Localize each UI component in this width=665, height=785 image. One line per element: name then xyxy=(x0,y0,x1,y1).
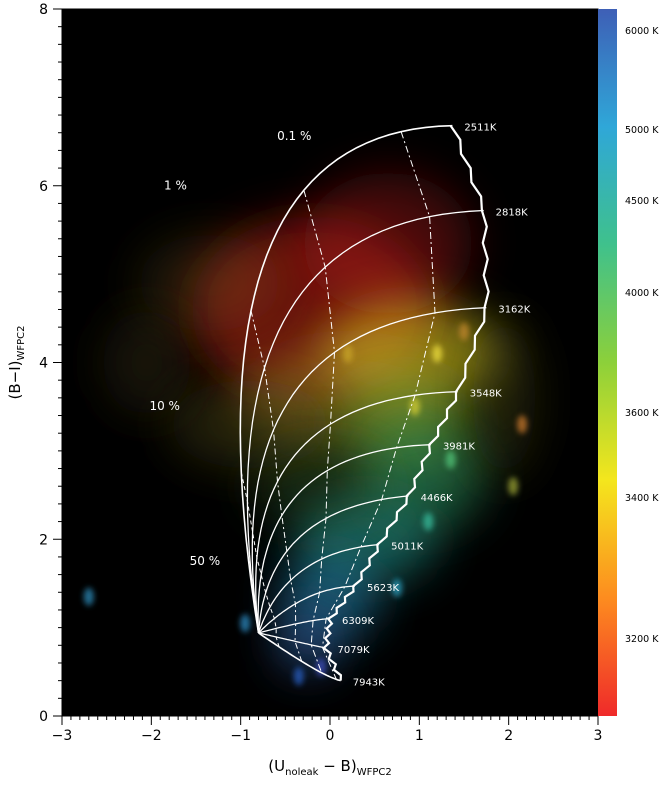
mixing-track xyxy=(246,209,484,633)
nebula-blob xyxy=(276,609,339,672)
temperature-label: 3162K xyxy=(498,305,530,316)
y-tick-label: 2 xyxy=(39,532,48,548)
model-grid-layer xyxy=(239,124,490,682)
nebula-blob xyxy=(169,380,330,469)
tick-labels-layer: −3 −2 −1 0 1 2 3 0 2 4 6 8 xyxy=(39,2,602,744)
mixing-track xyxy=(258,632,341,682)
mixing-track xyxy=(258,618,330,634)
mixing-track xyxy=(239,124,453,634)
fraction-label: 1 % xyxy=(164,178,187,192)
temperature-label: 3981K xyxy=(443,442,475,453)
fraction-label: 0.1 % xyxy=(277,129,311,143)
nebula-blob xyxy=(249,446,393,526)
mixing-track xyxy=(257,444,431,633)
x-tick-label: 1 xyxy=(415,728,424,744)
bright-spot xyxy=(392,578,402,597)
mixing-track xyxy=(258,585,356,634)
y-axis-label-main: (B−I) xyxy=(6,361,24,400)
nebula-blob xyxy=(137,234,281,332)
temperature-label: 7079K xyxy=(338,645,370,656)
bright-spot xyxy=(423,512,434,531)
bright-spot xyxy=(445,450,456,469)
x-tick-label: −3 xyxy=(52,728,73,744)
fraction-contour xyxy=(321,131,436,680)
y-axis-label: (B−I)WFPC2 xyxy=(6,325,27,399)
y-tick-label: 0 xyxy=(39,709,48,725)
bright-spot xyxy=(432,344,443,363)
ticks-layer xyxy=(53,8,599,725)
y-tick-label: 8 xyxy=(39,2,48,18)
bright-spot xyxy=(409,397,420,416)
nebula-layer xyxy=(83,172,536,686)
colorbar xyxy=(598,9,617,716)
x-axis-label-mid: − B) xyxy=(318,757,356,775)
bright-spot xyxy=(508,477,519,496)
mixing-track xyxy=(257,495,409,633)
nebula-blob xyxy=(472,318,536,478)
fraction-contour xyxy=(303,190,336,673)
colorbar-label: 6000 K xyxy=(625,26,659,37)
temperature-label: 6309K xyxy=(342,616,374,627)
x-axis-label: (Unoleak − B)WFPC2 xyxy=(268,757,391,778)
mixing-track xyxy=(258,632,326,649)
temperature-label: 3548K xyxy=(470,389,502,400)
temperature-label: 4466K xyxy=(421,493,453,504)
nebula-blob xyxy=(102,309,192,416)
temperature-label: 5011K xyxy=(391,542,423,553)
mixing-track xyxy=(257,543,380,634)
bright-spot xyxy=(83,587,94,606)
bright-spot xyxy=(293,667,304,686)
temperature-label: 7943K xyxy=(353,678,385,689)
x-tick-label: −2 xyxy=(141,728,162,744)
grid-labels: 2511K 2818K 3162K 3548K 3981K 4466K 5011K 5623K… xyxy=(149,123,530,689)
fraction-label: 50 % xyxy=(190,554,221,568)
x-tick-label: 3 xyxy=(594,728,603,744)
x-tick-label: 2 xyxy=(504,728,513,744)
mixing-track xyxy=(255,391,458,633)
pure-star-locus xyxy=(321,125,490,681)
mixing-track xyxy=(251,307,487,633)
colorbar-labels: 6000 K 5000 K 4500 K 4000 K 3600 K 3400 K 3200… xyxy=(625,26,659,645)
fraction-contour xyxy=(240,472,280,648)
bright-spot xyxy=(459,322,469,341)
colorbar-label: 3400 K xyxy=(625,493,659,504)
y-axis-label-sub: WFPC2 xyxy=(16,325,27,360)
colorbar-label: 3600 K xyxy=(625,408,659,419)
fraction-label: 10 % xyxy=(149,399,180,413)
x-axis-label-sub2: WFPC2 xyxy=(357,767,392,778)
fraction-contour xyxy=(250,310,303,662)
bright-spot xyxy=(240,614,251,633)
y-tick-label: 4 xyxy=(39,356,48,372)
colorbar-label: 3200 K xyxy=(625,634,659,645)
colorbar-label: 4500 K xyxy=(625,196,659,207)
x-axis-label-main: (U xyxy=(268,757,285,775)
nebula-blob xyxy=(303,172,473,314)
x-tick-label: −1 xyxy=(230,728,251,744)
temperature-label: 2511K xyxy=(464,123,496,134)
temperature-label: 2818K xyxy=(496,207,528,218)
colorbar-label: 5000 K xyxy=(625,125,659,136)
temperature-label: 5623K xyxy=(367,583,399,594)
x-tick-label: 0 xyxy=(326,728,335,744)
bright-spot xyxy=(517,415,528,434)
x-axis-label-sub1: noleak xyxy=(285,767,319,778)
y-tick-label: 6 xyxy=(39,179,48,195)
bright-spot xyxy=(342,344,353,363)
colorbar-label: 4000 K xyxy=(625,288,659,299)
